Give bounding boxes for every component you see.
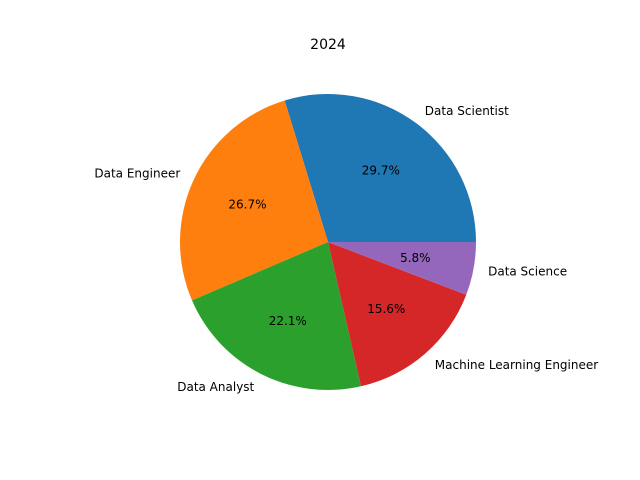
slice-percent-data-engineer: 26.7% xyxy=(228,198,266,212)
pie-slice-machine-learning-engineer xyxy=(328,242,467,387)
slice-percent-labels: 29.7% 26.7% 22.1% 15.6% 5.8% xyxy=(228,164,430,329)
chart-title: 2024 xyxy=(310,37,346,53)
pie-slice-data-engineer xyxy=(179,100,328,301)
slice-label-data-science: Data Science xyxy=(488,265,567,279)
slice-percent-data-science: 5.8% xyxy=(400,251,431,265)
slice-label-data-scientist: Data Scientist xyxy=(425,104,509,118)
slice-label-data-analyst: Data Analyst xyxy=(177,380,254,394)
pie-slice-data-scientist xyxy=(284,94,476,242)
slice-percent-data-scientist: 29.7% xyxy=(362,164,400,178)
pie-slices xyxy=(179,94,476,390)
pie-slice-data-analyst xyxy=(192,242,361,390)
pie-slice-data-science xyxy=(328,242,476,295)
slice-percent-data-analyst: 22.1% xyxy=(269,314,307,328)
slice-labels: Data Scientist Data Engineer Data Analyst M… xyxy=(94,104,598,394)
slice-label-data-engineer: Data Engineer xyxy=(94,167,180,181)
slice-percent-machine-learning-engineer: 15.6% xyxy=(367,302,405,316)
slice-label-machine-learning-engineer: Machine Learning Engineer xyxy=(435,358,598,372)
